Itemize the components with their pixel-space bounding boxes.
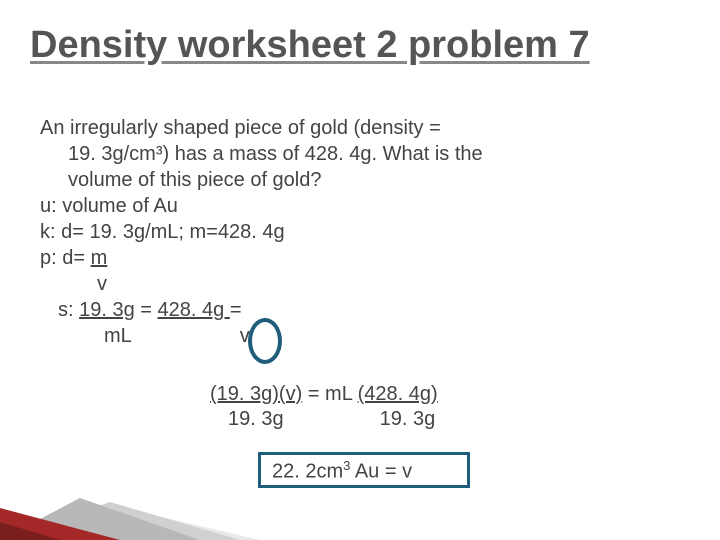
solve-eq1: = — [135, 299, 158, 321]
cross-eq: = mL — [302, 383, 357, 405]
problem-line-3: volume of this piece of gold? — [68, 167, 483, 193]
cross-top-row: (19. 3g)(v) = mL (428. 4g) — [210, 382, 438, 407]
corner-decoration-icon — [0, 450, 280, 540]
known-line: k: d= 19. 3g/mL; m=428. 4g — [40, 219, 483, 245]
solve-eq2: = — [230, 299, 242, 321]
slide-title: Density worksheet 2 problem 7 — [30, 24, 590, 67]
problem-body: An irregularly shaped piece of gold (den… — [40, 115, 483, 349]
answer-box-icon — [258, 452, 470, 488]
solve-label: s: — [58, 299, 79, 321]
cross-multiply-block: (19. 3g)(v) = mL (428. 4g) 19. 3g 19. 3g — [210, 382, 438, 432]
plan-denominator-row: v — [97, 271, 483, 297]
cross-bot-left: 19. 3g — [228, 408, 284, 430]
solve-top-left: 19. 3g — [79, 299, 135, 321]
highlight-circle-icon — [248, 318, 282, 364]
cross-bot-right: 19. 3g — [380, 408, 436, 430]
solve-bot-left: mL — [104, 325, 132, 347]
cross-bot-row: 19. 3g 19. 3g — [210, 407, 438, 432]
cross-top-left: (19. 3g)(v) — [210, 383, 302, 405]
unknown-line: u: volume of Au — [40, 193, 483, 219]
cross-top-right: (428. 4g) — [358, 383, 438, 405]
problem-line-1: An irregularly shaped piece of gold (den… — [40, 115, 483, 141]
plan-line: p: d= m — [40, 245, 483, 271]
problem-line-2: 19. 3g/cm³) has a mass of 428. 4g. What … — [68, 141, 483, 167]
plan-numerator: m — [91, 247, 108, 269]
solve-top-right: 428. 4g — [158, 299, 230, 321]
plan-prefix: p: d= — [40, 247, 91, 269]
solve-row-bot: mLv — [104, 323, 483, 349]
plan-denominator: v — [97, 273, 107, 295]
